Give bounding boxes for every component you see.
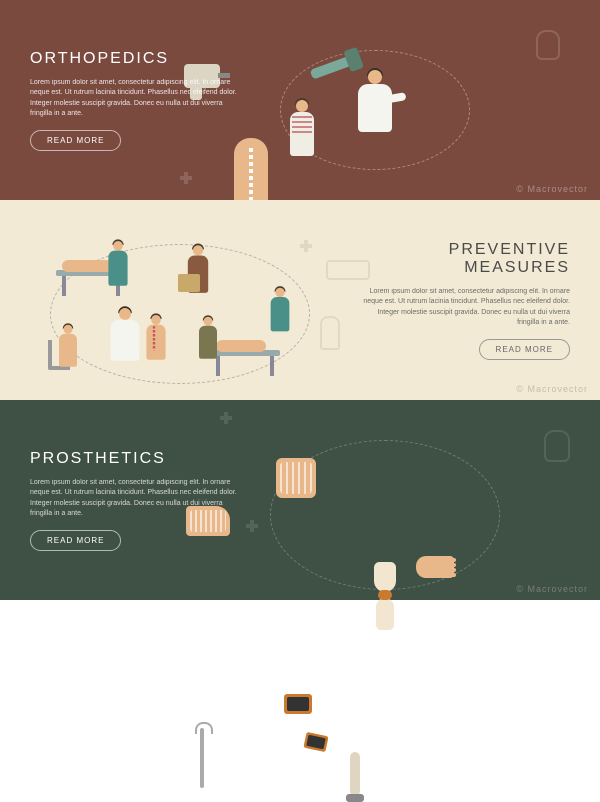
text-column: PREVENTIVE MEASURES Lorem ipsum dolor si… [360, 241, 570, 360]
banner-preventive: PREVENTIVE MEASURES Lorem ipsum dolor si… [0, 200, 600, 400]
banner-description: Lorem ipsum dolor sit amet, consectetur … [30, 78, 240, 120]
implant-chip-icon [284, 694, 312, 714]
medical-cross-icon [246, 520, 258, 532]
therapist-figure [104, 241, 133, 297]
crutch-icon [200, 728, 204, 788]
doctor-exam-figure [104, 308, 147, 376]
stretching-therapist-figure [195, 317, 222, 370]
medical-cross-icon [220, 412, 232, 424]
sitting-posture-figure [55, 325, 82, 378]
lying-patient [216, 340, 266, 352]
patient-back-figure [142, 315, 171, 371]
banner-description: Lorem ipsum dolor sit amet, consectetur … [30, 478, 240, 520]
banner-title: PREVENTIVE MEASURES [360, 241, 570, 277]
illustration-prosthetics [240, 420, 570, 580]
banner-title: ORTHOPEDICS [30, 50, 240, 68]
knee-joint-icon [360, 562, 410, 632]
read-more-button[interactable]: READ MORE [30, 530, 121, 551]
read-more-button[interactable]: READ MORE [479, 339, 570, 360]
banner-orthopedics: ORTHOPEDICS Lorem ipsum dolor sit amet, … [0, 0, 600, 200]
posture-bg-icon [320, 316, 340, 350]
illustration-preventive [30, 220, 360, 380]
banner-title: PROSTHETICS [30, 450, 240, 468]
prosthetic-hand-icon [416, 556, 454, 578]
box-icon [178, 274, 200, 292]
hand-skeleton-icon [276, 458, 316, 498]
illustration-orthopedics [240, 20, 570, 180]
doctor-figure [350, 70, 400, 150]
read-more-button[interactable]: READ MORE [30, 130, 121, 151]
ribcage-bg-icon [536, 30, 560, 60]
watermark: © Macrovector [516, 584, 588, 594]
text-column: ORTHOPEDICS Lorem ipsum dolor sit amet, … [30, 50, 240, 151]
watermark: © Macrovector [516, 384, 588, 394]
medical-cross-icon [180, 172, 192, 184]
banner-prosthetics: PROSTHETICS Lorem ipsum dolor sit amet, … [0, 400, 600, 600]
ribcage-bg-icon [544, 430, 570, 462]
medical-cross-icon [300, 240, 312, 252]
implant-chip-icon [303, 732, 328, 752]
banner-description: Lorem ipsum dolor sit amet, consectetur … [360, 287, 570, 329]
watermark: © Macrovector [516, 184, 588, 194]
child-patient-figure [284, 100, 320, 170]
prosthetic-leg-icon [350, 752, 360, 796]
standing-assistant-figure [266, 288, 294, 343]
text-column: PROSTHETICS Lorem ipsum dolor sit amet, … [30, 450, 240, 551]
